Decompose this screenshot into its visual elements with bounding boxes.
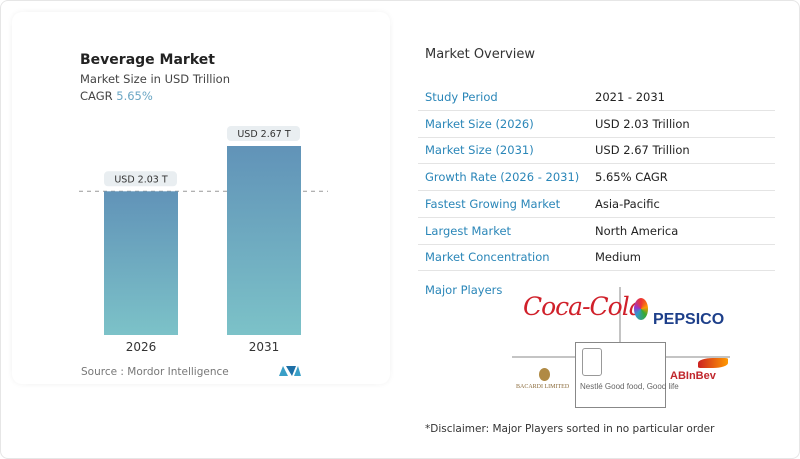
row-label: Study Period <box>425 90 498 104</box>
row-label: Largest Market <box>425 223 512 238</box>
nestle-logo: Nestlé Good food, Good life <box>580 348 679 404</box>
data-label-bg <box>227 126 300 141</box>
bar-2026 <box>104 191 178 335</box>
overview-row: Market Size (2031) USD 2.67 Trillion <box>418 137 775 165</box>
chart-title: Beverage Market <box>80 52 215 68</box>
row-value: USD 2.03 Trillion <box>595 116 690 131</box>
bar-chart: USD 2.03 T 2026 USD 2.67 T 2031 <box>79 126 328 354</box>
source-text: Source : Mordor Intelligence <box>81 366 229 378</box>
data-label: USD 2.67 T <box>237 129 290 140</box>
bacardi-text: BACARDI LIMITED <box>516 384 570 390</box>
overview-row: Market Concentration Medium <box>418 244 775 272</box>
row-label: Growth Rate (2026 - 2031) <box>425 170 580 185</box>
x-tick-label: 2031 <box>249 340 280 354</box>
nestle-nest-icon <box>582 348 602 376</box>
data-label-bg <box>104 171 177 187</box>
row-label: Market Concentration <box>425 250 550 265</box>
row-value: USD 2.67 Trillion <box>595 143 690 158</box>
bat-emblem-icon <box>539 368 550 381</box>
overview-row: Study Period 2021 - 2031 <box>418 84 775 111</box>
cagr-label: CAGR <box>80 89 113 103</box>
row-value: Medium <box>595 250 641 265</box>
mordor-logo-icon <box>279 366 301 376</box>
disclaimer: *Disclaimer: Major Players sorted in no … <box>425 423 715 435</box>
pepsico-globe-icon <box>634 298 648 320</box>
pepsico-text: PEPSICO <box>653 311 725 328</box>
nestle-text: Nestlé Good food, Good life <box>580 382 679 391</box>
bird-icon <box>698 358 728 368</box>
x-tick-label: 2026 <box>126 340 157 354</box>
overview-row: Market Size (2026) USD 2.03 Trillion <box>418 111 775 138</box>
coca-cola-logo: Coca-Cola <box>523 292 644 321</box>
row-value: 2021 - 2031 <box>595 90 665 104</box>
major-players-label: Major Players <box>425 283 503 297</box>
row-value: North America <box>595 223 679 238</box>
overview-title: Market Overview <box>425 47 536 62</box>
mordor-logo <box>279 366 301 376</box>
row-value: Asia-Pacific <box>595 196 660 211</box>
bar-2031 <box>227 146 301 335</box>
overview-row: Largest Market North America <box>418 218 775 245</box>
row-label: Market Size (2031) <box>425 143 534 158</box>
chart-subtitle: Market Size in USD Trillion <box>80 72 230 86</box>
data-label: USD 2.03 T <box>114 174 167 185</box>
cagr-value: 5.65% <box>116 89 153 103</box>
overview-row: Growth Rate (2026 - 2031) 5.65% CAGR <box>418 164 775 192</box>
row-label: Fastest Growing Market <box>425 196 561 211</box>
overview-row: Fastest Growing Market Asia-Pacific <box>418 191 775 218</box>
cagr: CAGR 5.65% <box>80 89 153 103</box>
abinbev-text: ABInBev <box>670 370 716 382</box>
row-value: 5.65% CAGR <box>595 170 668 185</box>
chart-card <box>12 12 390 384</box>
row-label: Market Size (2026) <box>425 116 534 131</box>
